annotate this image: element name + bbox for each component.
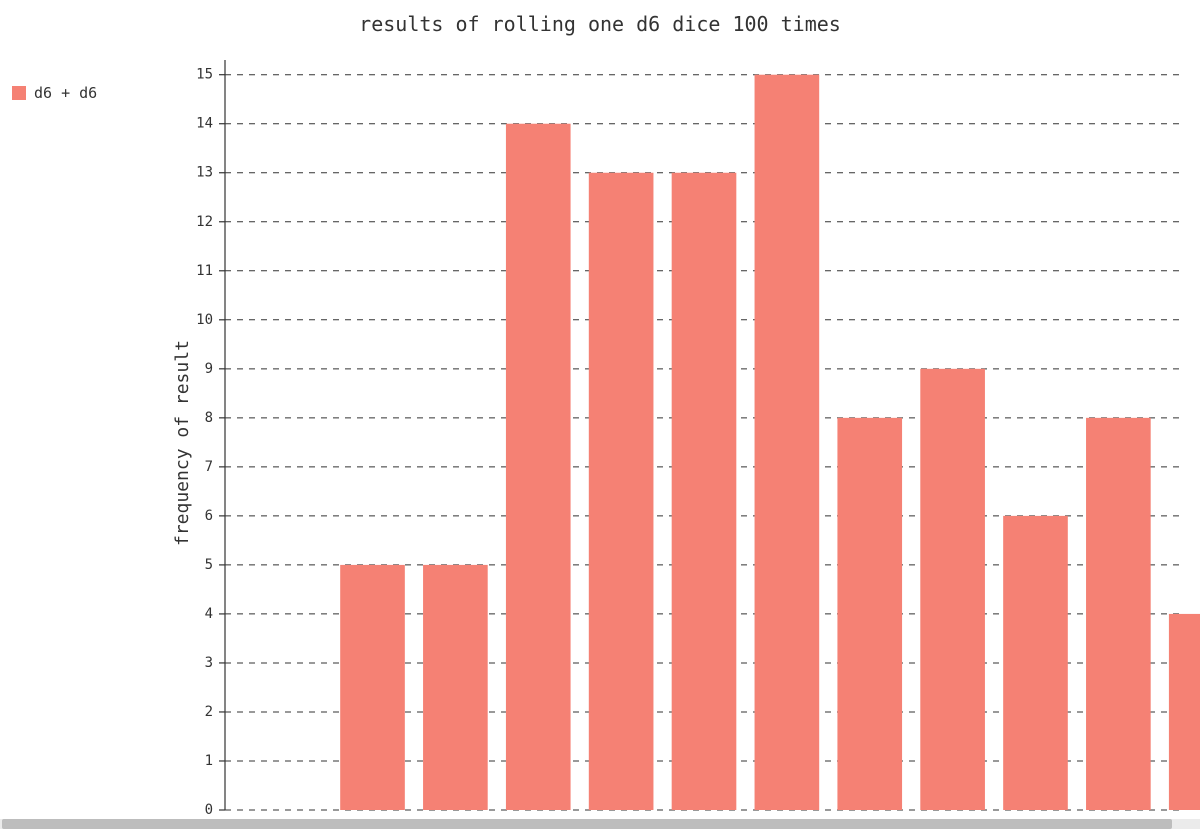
bar[interactable] <box>423 565 488 810</box>
bar[interactable] <box>672 173 737 810</box>
y-tick-label: 14 <box>196 116 213 132</box>
y-tick-label: 5 <box>205 557 213 573</box>
bar[interactable] <box>920 369 985 810</box>
y-tick-label: 12 <box>196 214 213 230</box>
bar[interactable] <box>755 75 820 810</box>
y-axis <box>219 60 225 810</box>
y-tick-label: 6 <box>205 508 213 524</box>
bar[interactable] <box>1086 418 1151 810</box>
y-tick-label: 2 <box>205 704 213 720</box>
y-tick-label: 4 <box>205 606 213 622</box>
y-tick-labels: 0123456789101112131415 <box>196 67 213 818</box>
y-tick-label: 0 <box>205 802 213 818</box>
bar[interactable] <box>340 565 405 810</box>
y-tick-label: 3 <box>205 655 213 671</box>
bar[interactable] <box>837 418 902 810</box>
horizontal-scrollbar-thumb[interactable] <box>2 819 1172 829</box>
bar[interactable] <box>1003 516 1068 810</box>
y-tick-label: 10 <box>196 312 213 328</box>
y-tick-label: 11 <box>196 263 213 279</box>
page-root: results of rolling one d6 dice 100 times… <box>0 0 1200 829</box>
bar[interactable] <box>506 124 571 810</box>
chart-svg: 0123456789101112131415 <box>0 0 1200 829</box>
y-tick-label: 8 <box>205 410 213 426</box>
y-tick-label: 9 <box>205 361 213 377</box>
y-tick-label: 1 <box>205 753 213 769</box>
horizontal-scrollbar-track[interactable] <box>0 819 1200 829</box>
y-tick-label: 13 <box>196 165 213 181</box>
bar[interactable] <box>589 173 654 810</box>
y-tick-label: 15 <box>196 67 213 83</box>
y-tick-label: 7 <box>205 459 213 475</box>
bar[interactable] <box>1169 614 1200 810</box>
bars-group <box>340 75 1200 810</box>
